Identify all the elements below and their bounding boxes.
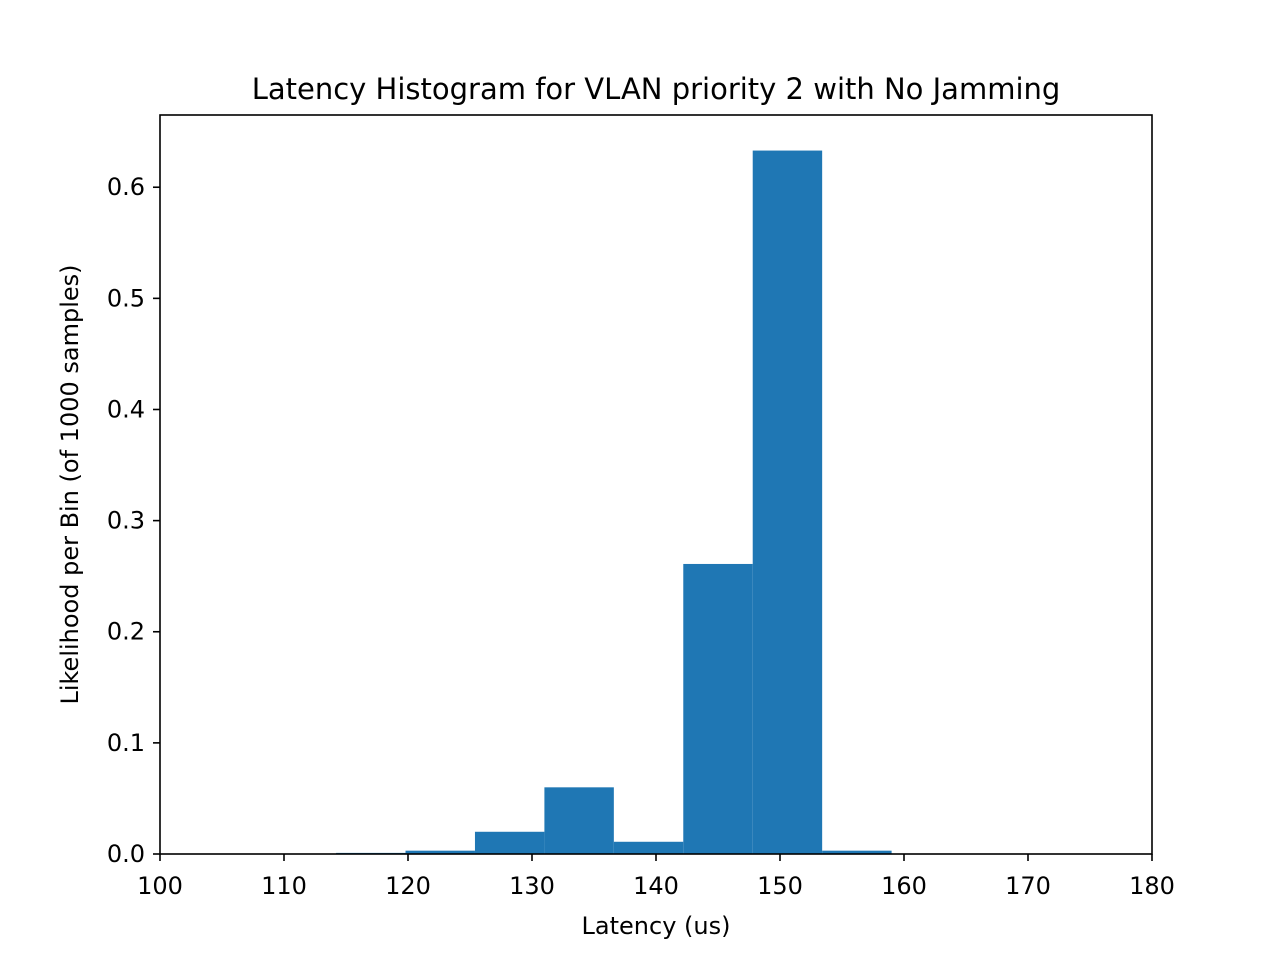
y-axis-label: Likelihood per Bin (of 1000 samples) <box>56 264 84 704</box>
x-axis-label: Latency (us) <box>582 912 731 940</box>
histogram-bar-1 <box>405 850 475 854</box>
histogram-bar-7 <box>822 850 892 854</box>
y-axis-ticks: 0.0 0.1 0.2 0.3 0.4 0.5 0.6 <box>107 173 160 868</box>
x-tick-label: 160 <box>881 872 927 900</box>
x-tick-label: 180 <box>1129 872 1175 900</box>
x-tick-label: 170 <box>1005 872 1051 900</box>
plot-frame <box>159 114 1153 855</box>
x-tick-label: 120 <box>385 872 431 900</box>
y-tick-label: 0.4 <box>107 395 145 423</box>
y-tick-label: 0.3 <box>107 507 145 535</box>
histogram-bar-3 <box>544 787 614 854</box>
y-tick-label: 0.5 <box>107 284 145 312</box>
x-tick-label: 100 <box>137 872 183 900</box>
y-tick-label: 0.6 <box>107 173 145 201</box>
chart-title: Latency Histogram for VLAN priority 2 wi… <box>252 72 1061 106</box>
x-tick-label: 140 <box>633 872 679 900</box>
histogram-bar-2 <box>474 831 545 854</box>
bars-group <box>336 150 892 854</box>
x-tick-label: 150 <box>757 872 803 900</box>
y-tick-label: 0.2 <box>107 618 145 646</box>
x-axis-ticks: 100 110 120 130 140 150 160 170 180 <box>137 854 1175 900</box>
histogram-bar-5 <box>683 563 753 854</box>
x-tick-label: 110 <box>261 872 307 900</box>
y-tick-label: 0.0 <box>107 840 145 868</box>
x-tick-label: 130 <box>509 872 555 900</box>
histogram-bar-6 <box>752 150 823 854</box>
y-tick-label: 0.1 <box>107 729 145 757</box>
histogram-bar-4 <box>613 841 684 854</box>
